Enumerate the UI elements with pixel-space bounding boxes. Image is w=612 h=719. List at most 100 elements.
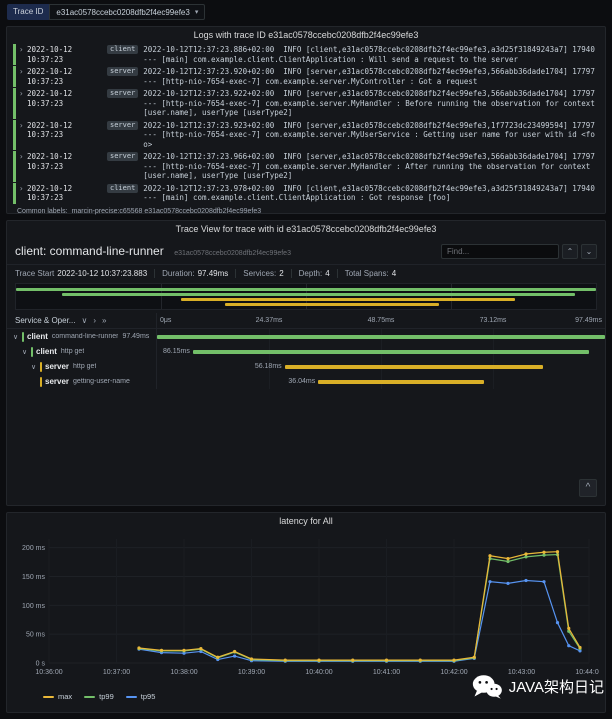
span-service: client xyxy=(36,347,57,356)
legend-swatch xyxy=(84,695,96,698)
minimap-gridline xyxy=(306,284,307,309)
log-message: 2022-10-12T12:37:23.922+02:00 INFO [serv… xyxy=(143,89,600,117)
span-duration: 86.15ms xyxy=(162,348,190,355)
minimap-gridline xyxy=(161,284,162,309)
svg-text:100 ms: 100 ms xyxy=(22,603,45,610)
latency-panel-title[interactable]: latency for All xyxy=(279,516,333,526)
span-operation: http get xyxy=(60,348,85,355)
column-header-label: Service & Oper... xyxy=(15,316,76,325)
legend-swatch xyxy=(43,695,54,698)
collapse-chevron-icon[interactable]: ∨ xyxy=(31,363,37,371)
log-row[interactable]: › 2022-10-12 10:37:23 server 2022-10-12T… xyxy=(13,88,599,119)
log-row[interactable]: › 2022-10-12 10:37:23 server 2022-10-12T… xyxy=(13,119,599,150)
span-bar[interactable] xyxy=(192,349,589,354)
trace-duration: Duration: 97.49ms xyxy=(154,269,235,278)
find-next-button[interactable]: ⌄ xyxy=(581,243,597,259)
span-row[interactable]: ∨ client command-line-runner 97.49ms xyxy=(7,329,605,344)
svg-text:150 ms: 150 ms xyxy=(22,574,45,581)
find-input[interactable] xyxy=(441,243,559,259)
minimap-span-bar xyxy=(16,288,596,291)
service-color-accent xyxy=(40,361,42,372)
span-row[interactable]: ∨ server http get 56.18ms xyxy=(7,359,605,374)
span-row[interactable]: server getting-user-name 36.04ms xyxy=(7,374,605,389)
chevron-down-icon: ▾ xyxy=(194,9,199,16)
common-labels-label: Common labels: xyxy=(17,207,68,215)
service-badge: server xyxy=(107,89,139,98)
svg-text:10:36:00: 10:36:00 xyxy=(35,669,62,676)
span-row[interactable]: ∨ client http get 86.15ms xyxy=(7,344,605,359)
span-operation: command-line-runner xyxy=(51,333,119,340)
service-color-accent xyxy=(22,331,24,342)
expand-icon[interactable]: › xyxy=(19,45,24,54)
svg-text:10:43:00: 10:43:00 xyxy=(508,669,535,676)
timeline-tick: 73.12ms xyxy=(479,317,507,324)
span-bar[interactable] xyxy=(157,334,605,339)
span-operation: getting-user-name xyxy=(73,378,130,385)
common-labels-value: marcin-precise:c65568 e31ac0578ccebc0208… xyxy=(71,207,262,215)
legend-item-tp99[interactable]: tp99 xyxy=(84,692,114,701)
svg-text:10:42:00: 10:42:00 xyxy=(440,669,467,676)
log-message: 2022-10-12T12:37:23.886+02:00 INFO [clie… xyxy=(143,45,600,64)
logs-panel-title[interactable]: Logs with trace ID e31ac0578ccebc0208dfb… xyxy=(193,30,419,40)
legend-item-tp95[interactable]: tp95 xyxy=(125,692,156,701)
trace-id-variable-dropdown[interactable]: e31ac0578ccebc0208dfb2f4ec99efe3 ▾ xyxy=(49,4,206,20)
minimap-span-bar xyxy=(181,298,516,301)
trace-minimap[interactable] xyxy=(15,283,597,310)
wechat-icon xyxy=(472,675,502,699)
service-badge: server xyxy=(107,152,139,161)
svg-text:200 ms: 200 ms xyxy=(22,545,45,552)
log-timestamp: 2022-10-12 10:37:23 xyxy=(27,89,73,108)
log-timestamp: 2022-10-12 10:37:23 xyxy=(27,67,73,86)
span-service: server xyxy=(45,362,70,371)
svg-text:10:39:00: 10:39:00 xyxy=(238,669,265,676)
trace-id-variable-label: Trace ID xyxy=(7,4,50,20)
expand-icon[interactable]: › xyxy=(19,183,24,193)
trace-id-variable: Trace ID e31ac0578ccebc0208dfb2f4ec99efe… xyxy=(7,4,206,20)
log-row[interactable]: › 2022-10-12 10:37:23 client 2022-10-12T… xyxy=(13,44,599,65)
log-message: 2022-10-12T12:37:23.966+02:00 INFO [serv… xyxy=(143,152,600,180)
span-duration: 97.49ms xyxy=(122,333,150,340)
expand-one-icon[interactable]: › xyxy=(93,316,96,325)
log-row[interactable]: › 2022-10-12 10:37:23 client 2022-10-12T… xyxy=(13,182,600,204)
expand-all-icon[interactable]: » xyxy=(102,316,107,325)
common-labels: Common labels: marcin-precise:c65568 e31a… xyxy=(13,208,599,215)
service-operation-column-header[interactable]: Service & Oper... ∨ › » xyxy=(7,313,157,328)
trace-header: client: command-line-runner e31ac0578cce… xyxy=(7,237,605,265)
find-controls: ⌃ ⌄ xyxy=(441,243,597,259)
span-duration: 36.04ms xyxy=(288,378,316,385)
trace-root-span-name: client: command-line-runner xyxy=(15,244,164,258)
legend-label: max xyxy=(58,692,73,701)
expand-icon[interactable]: › xyxy=(19,89,24,98)
collapse-one-icon[interactable]: ∨ xyxy=(81,316,88,325)
expand-icon[interactable]: › xyxy=(19,152,24,161)
span-bar[interactable] xyxy=(318,379,485,384)
timeline-tick: 0μs xyxy=(160,317,172,324)
span-service: server xyxy=(45,377,70,386)
log-message: 2022-10-12T12:37:23.978+02:00 INFO [clie… xyxy=(143,183,600,203)
expand-icon[interactable]: › xyxy=(19,67,24,76)
watermark-text: JAVA架构日记 xyxy=(508,679,604,696)
span-duration: 56.18ms xyxy=(254,363,282,370)
trace-depth: Depth: 4 xyxy=(290,269,337,278)
find-prev-button[interactable]: ⌃ xyxy=(562,243,578,259)
collapse-chevron-icon[interactable]: ∨ xyxy=(13,333,19,341)
timeline-tick: 24.37ms xyxy=(255,317,283,324)
log-row[interactable]: › 2022-10-12 10:37:23 server 2022-10-12T… xyxy=(13,151,599,182)
legend-item-max[interactable]: max xyxy=(43,692,72,701)
service-badge: server xyxy=(107,67,139,76)
log-row[interactable]: › 2022-10-12 10:37:23 server 2022-10-12T… xyxy=(13,66,599,87)
span-bar[interactable] xyxy=(284,364,543,369)
legend-label: tp95 xyxy=(140,692,156,701)
timeline-header: Service & Oper... ∨ › » 0μs 24.37ms 48.7… xyxy=(7,313,605,329)
service-color-accent xyxy=(40,376,42,387)
log-timestamp: 2022-10-12 10:37:23 xyxy=(27,152,73,171)
watermark: JAVA架构日记 xyxy=(472,674,604,699)
log-timestamp: 2022-10-12 10:37:23 xyxy=(27,45,73,64)
scroll-to-top-button[interactable]: ^ xyxy=(579,479,597,497)
expand-icon[interactable]: › xyxy=(19,120,24,130)
trace-panel-title[interactable]: Trace View for trace with id e31ac0578cc… xyxy=(175,224,437,234)
timeline-tick: 97.49ms xyxy=(575,317,602,324)
trace-total-spans: Total Spans: 4 xyxy=(336,269,403,278)
trace-services: Services: 2 xyxy=(235,269,290,278)
collapse-chevron-icon[interactable]: ∨ xyxy=(22,348,28,356)
